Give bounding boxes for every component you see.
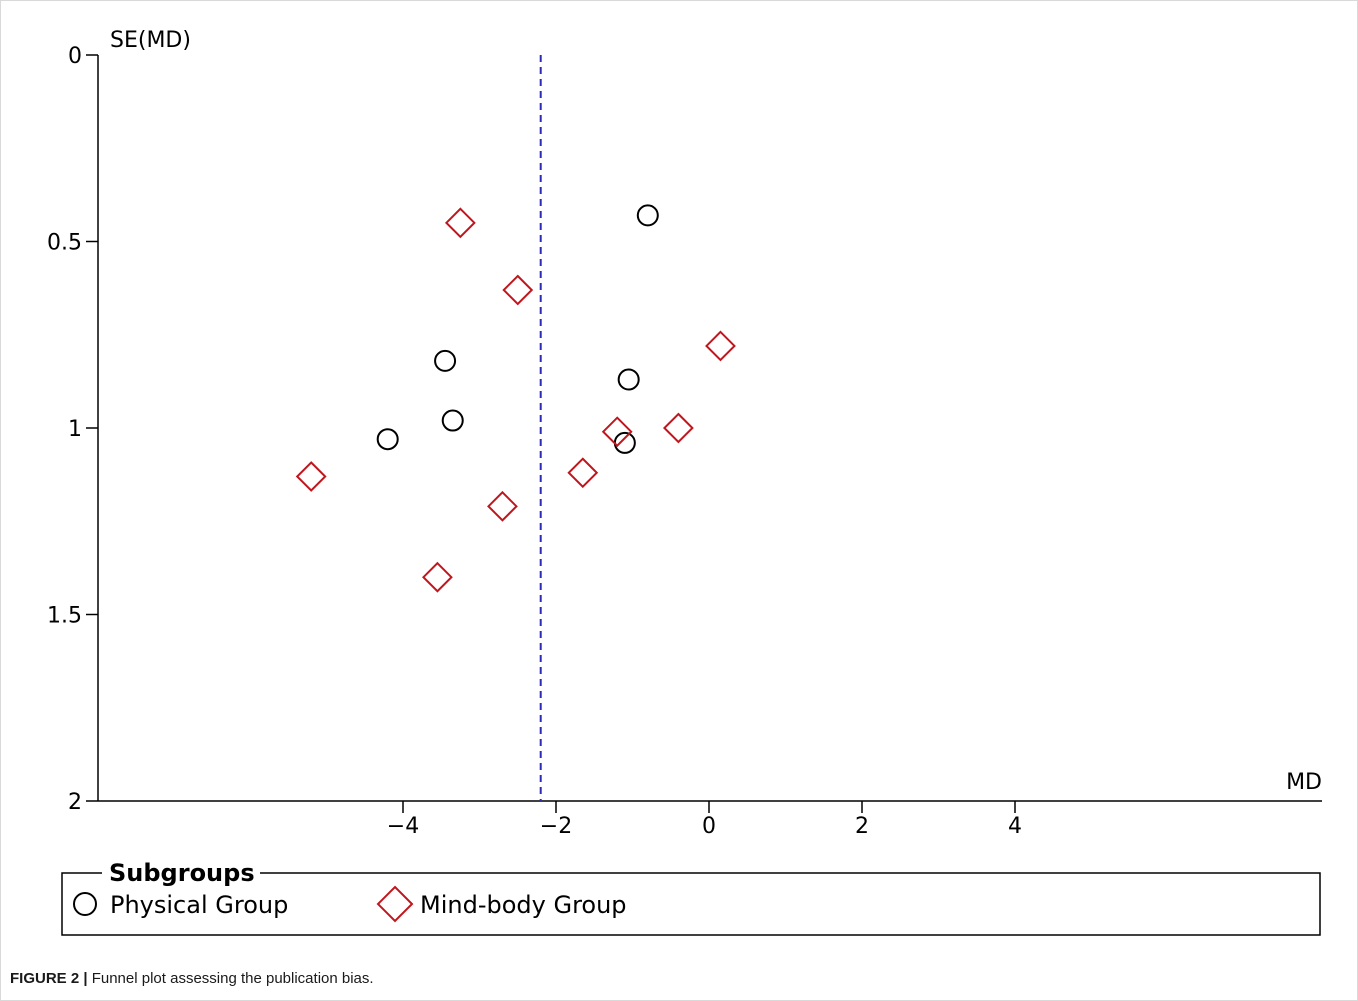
mind-body-group-point (705, 330, 736, 362)
physical-group-legend-label: Physical Group (110, 891, 288, 919)
x-axis-title: MD (1286, 770, 1322, 795)
legend-box (61, 872, 1321, 936)
physical-group-legend-marker (73, 892, 97, 916)
data-points (295, 204, 736, 593)
mind-body-group-point (295, 461, 327, 492)
axes (97, 55, 1322, 802)
physical-group-point (441, 409, 464, 432)
legend-title-mask (102, 858, 260, 884)
mind-body-group-point (567, 457, 599, 489)
physical-group-point (376, 428, 399, 451)
physical-group-point (636, 204, 659, 227)
figure-caption: FIGURE 2 | Funnel plot assessing the pub… (10, 970, 374, 987)
mind-body-group-legend-label: Mind-body Group (420, 891, 627, 919)
x-axis-ticks: −4 −2 0 2 4 (387, 801, 1022, 839)
x-tick-label: −2 (540, 814, 572, 839)
caption-label: FIGURE 2 | (10, 970, 88, 987)
mind-body-group-legend-marker (376, 885, 414, 923)
physical-group-point (613, 431, 636, 454)
legend: Subgroups Physical Group Mind-body Group (61, 858, 1321, 936)
x-tick-label: 2 (855, 814, 869, 839)
mind-body-group-point (487, 490, 518, 522)
y-axis-ticks: 0 0.5 1 1.5 2 (47, 44, 98, 815)
y-tick-label: 0 (68, 44, 82, 69)
mind-body-group-point (601, 416, 633, 448)
mind-body-group-point (422, 561, 453, 593)
y-tick-label: 2 (68, 790, 82, 815)
legend-title: Subgroups (109, 859, 255, 887)
caption-text: Funnel plot assessing the publication bi… (87, 970, 374, 987)
x-tick-label: 4 (1008, 814, 1022, 839)
mind-body-group-point (502, 274, 534, 306)
funnel-plot: 0 0.5 1 1.5 2 −4 −2 0 2 4 SE(MD) MD Subgroups Ph… (47, 28, 1322, 936)
y-axis-title: SE(MD) (110, 28, 191, 53)
x-tick-label: 0 (702, 814, 716, 839)
physical-group-point (617, 368, 640, 391)
mind-body-group-point (662, 412, 694, 444)
physical-group-point (434, 349, 457, 372)
y-tick-label: 0.5 (47, 231, 82, 256)
y-tick-label: 1.5 (47, 604, 82, 629)
x-tick-label: −4 (387, 814, 419, 839)
mind-body-group-point (444, 207, 476, 239)
y-tick-label: 1 (68, 417, 82, 442)
